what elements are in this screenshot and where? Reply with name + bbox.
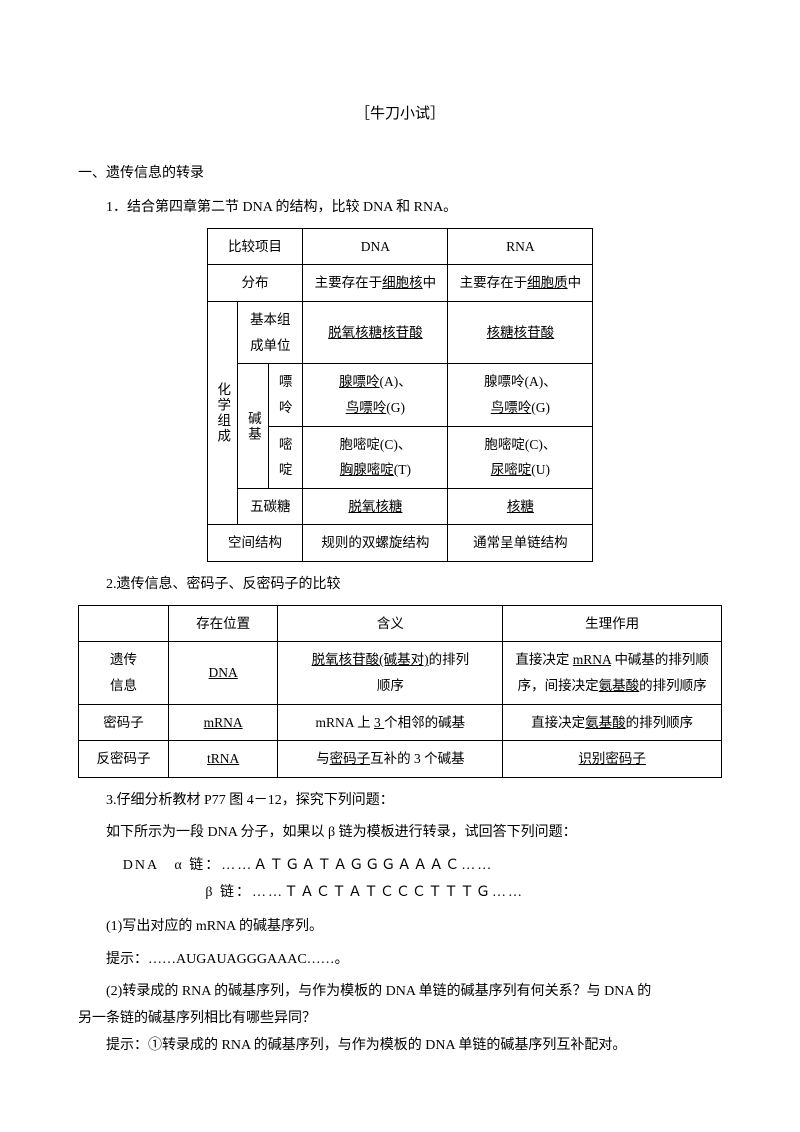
t1-sugar-label: 五碳糖 bbox=[238, 488, 303, 525]
t1-rna-header: RNA bbox=[448, 228, 593, 265]
question-3: 3.仔细分析教材 P77 图 4－12，探究下列问题： bbox=[78, 788, 722, 815]
t2-r1c4: 直接决定 mRNA 中碱基的排列顺 序，间接决定氨基酸的排列顺序 bbox=[503, 642, 722, 704]
t1-pyr-rna: 胞嘧啶(C)、 尿嘧啶(U) bbox=[448, 426, 593, 488]
section-heading-1: 一、遗传信息的转录 bbox=[78, 161, 722, 188]
question-3-2b: 另一条链的碱基序列相比有哪些异同？ bbox=[78, 1006, 722, 1033]
t1-compare: 比较项目 bbox=[207, 228, 303, 265]
dna-sequence-block: DNA α 链：……ＡＴＧＡＴＡＧＧＧＡＡＡＣ…… β 链：……ＴＡＣＴＡＴＣＣ… bbox=[78, 853, 722, 906]
t1-unit-dna: 脱氧核糖核苷酸 bbox=[303, 301, 448, 363]
question-3-line2: 如下所示为一段 DNA 分子，如果以 β 链为模板进行转录，试回答下列问题： bbox=[78, 820, 722, 847]
t2-h2: 存在位置 bbox=[169, 605, 278, 642]
t2-r2c2: mRNA bbox=[169, 704, 278, 741]
t1-sugar-rna: 核糖 bbox=[448, 488, 593, 525]
question-1: 1．结合第四章第二节 DNA 的结构，比较 DNA 和 RNA。 bbox=[78, 195, 722, 222]
t2-r3c4: 识别密码子 bbox=[503, 741, 722, 778]
t2-r2c3: mRNA 上 3 个相邻的碱基 bbox=[278, 704, 503, 741]
t1-dist-rna: 主要存在于细胞质中 bbox=[448, 265, 593, 302]
t1-sugar-dna: 脱氧核糖 bbox=[303, 488, 448, 525]
question-3-2a: (2)转录成的 RNA 的碱基序列，与作为模板的 DNA 单链的碱基序列有何关系… bbox=[78, 979, 722, 1006]
dna-rna-table: 比较项目 DNA RNA 分布 主要存在于细胞核中 主要存在于细胞质中 化学组成… bbox=[207, 228, 594, 562]
t1-base-label: 碱基 bbox=[238, 364, 269, 489]
t2-r1c3: 脱氧核苷酸(碱基对)的排列顺序 bbox=[278, 642, 503, 704]
t2-r3c2: tRNA bbox=[169, 741, 278, 778]
question-3-1: (1)写出对应的 mRNA 的碱基序列。 bbox=[78, 914, 722, 941]
t1-purine-label: 嘌呤 bbox=[268, 364, 303, 426]
question-2: 2.遗传信息、密码子、反密码子的比较 bbox=[78, 572, 722, 599]
t2-r2c1: 密码子 bbox=[79, 704, 169, 741]
t2-h1 bbox=[79, 605, 169, 642]
t2-r3c1: 反密码子 bbox=[79, 741, 169, 778]
dna-beta-chain: β 链：……ＴＡＣＴＡＴＣＣＣＴＴＴＧ…… bbox=[78, 880, 722, 907]
question-3-1-answer: 提示：……AUGAUAGGGAAAC……。 bbox=[78, 947, 722, 974]
t1-unit-rna: 核糖核苷酸 bbox=[448, 301, 593, 363]
t1-purine-dna: 腺嘌呤(A)、 鸟嘌呤(G) bbox=[303, 364, 448, 426]
t2-r3c3: 与密码子互补的 3 个碱基 bbox=[278, 741, 503, 778]
t2-r2c4: 直接决定氨基酸的排列顺序 bbox=[503, 704, 722, 741]
t1-pyr-label: 嘧啶 bbox=[268, 426, 303, 488]
t1-dist-label: 分布 bbox=[207, 265, 303, 302]
t1-purine-rna: 腺嘌呤(A)、 鸟嘌呤(G) bbox=[448, 364, 593, 426]
t2-h3: 含义 bbox=[278, 605, 503, 642]
t1-pyr-dna: 胞嘧啶(C)、 胸腺嘧啶(T) bbox=[303, 426, 448, 488]
t1-dna-header: DNA bbox=[303, 228, 448, 265]
page-title: ［牛刀小试］ bbox=[78, 100, 722, 129]
t2-r1c2: DNA bbox=[169, 642, 278, 704]
t1-dist-dna: 主要存在于细胞核中 bbox=[303, 265, 448, 302]
codon-table: 存在位置 含义 生理作用 遗传信息 DNA 脱氧核苷酸(碱基对)的排列顺序 直接… bbox=[78, 605, 722, 778]
t1-chem-label: 化学组成 bbox=[207, 301, 238, 524]
dna-alpha-chain: DNA α 链：……ＡＴＧＡＴＡＧＧＧＡＡＡＣ…… bbox=[78, 853, 722, 880]
t1-struct-label: 空间结构 bbox=[207, 525, 303, 562]
t1-struct-rna: 通常呈单链结构 bbox=[448, 525, 593, 562]
t2-h4: 生理作用 bbox=[503, 605, 722, 642]
t1-unit-label: 基本组成单位 bbox=[238, 301, 303, 363]
t2-r1c1: 遗传信息 bbox=[79, 642, 169, 704]
question-3-2-answer: 提示：①转录成的 RNA 的碱基序列，与作为模板的 DNA 单链的碱基序列互补配… bbox=[78, 1033, 722, 1060]
t1-struct-dna: 规则的双螺旋结构 bbox=[303, 525, 448, 562]
